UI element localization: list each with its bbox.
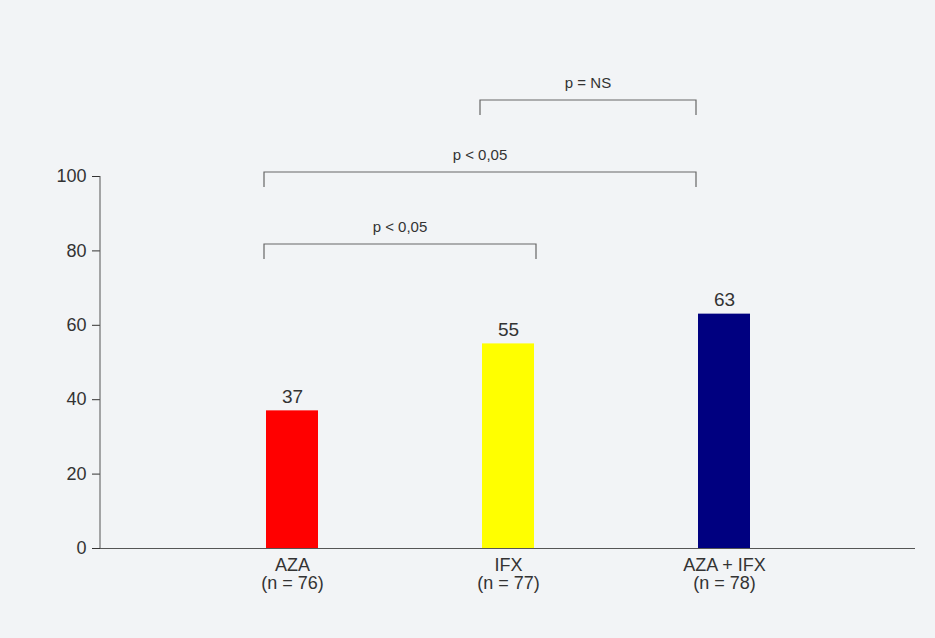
svg-text:63: 63 [714, 289, 735, 310]
svg-text:AZA(n = 76): AZA(n = 76) [261, 555, 324, 593]
svg-text:37: 37 [282, 386, 303, 407]
svg-text:p < 0,05: p < 0,05 [373, 218, 428, 235]
svg-text:55: 55 [498, 319, 519, 340]
svg-text:IFX(n = 77): IFX(n = 77) [477, 555, 540, 593]
svg-text:80: 80 [66, 241, 86, 261]
svg-text:60: 60 [66, 315, 86, 335]
svg-text:40: 40 [66, 389, 86, 409]
svg-text:AZA + IFX(n = 78): AZA + IFX(n = 78) [683, 555, 766, 593]
svg-text:p < 0,05: p < 0,05 [453, 146, 508, 163]
svg-text:20: 20 [66, 464, 86, 484]
svg-text:p = NS: p = NS [565, 74, 611, 91]
svg-text:0: 0 [76, 538, 86, 558]
svg-text:100: 100 [56, 166, 86, 186]
